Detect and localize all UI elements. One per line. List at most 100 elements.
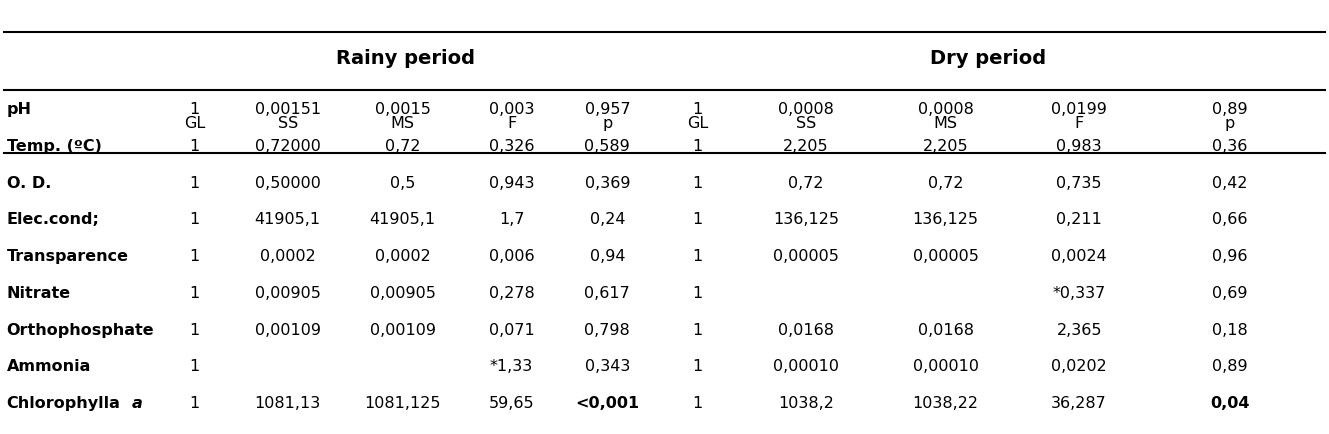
Text: p: p: [602, 116, 613, 131]
Text: 0,0024: 0,0024: [1051, 249, 1107, 263]
Text: 1: 1: [692, 212, 703, 227]
Text: Temp. (ºC): Temp. (ºC): [7, 138, 101, 154]
Text: 0,957: 0,957: [585, 102, 630, 117]
Text: Dry period: Dry period: [930, 49, 1046, 68]
Text: 0,96: 0,96: [1212, 249, 1248, 263]
Text: 0,00005: 0,00005: [773, 249, 839, 263]
Text: *1,33: *1,33: [490, 358, 533, 374]
Text: MS: MS: [391, 116, 415, 131]
Text: 0,006: 0,006: [489, 249, 534, 263]
Text: 0,72: 0,72: [385, 138, 420, 154]
Text: 0,798: 0,798: [585, 322, 630, 337]
Text: Nitrate: Nitrate: [7, 285, 70, 300]
Text: 0,0168: 0,0168: [917, 322, 974, 337]
Text: 0,18: 0,18: [1212, 322, 1248, 337]
Text: 1,7: 1,7: [498, 212, 525, 227]
Text: p: p: [1225, 116, 1235, 131]
Text: 1081,13: 1081,13: [255, 395, 320, 410]
Text: SS: SS: [278, 116, 298, 131]
Text: pH: pH: [7, 102, 32, 117]
Text: 136,125: 136,125: [773, 212, 839, 227]
Text: F: F: [1075, 116, 1083, 131]
Text: Rainy period: Rainy period: [336, 49, 474, 68]
Text: 0,00010: 0,00010: [773, 358, 839, 374]
Text: 1: 1: [190, 285, 199, 300]
Text: 1: 1: [692, 395, 703, 410]
Text: <0,001: <0,001: [575, 395, 639, 410]
Text: F: F: [508, 116, 516, 131]
Text: 1081,125: 1081,125: [364, 395, 441, 410]
Text: 0,326: 0,326: [489, 138, 534, 154]
Text: 0,72: 0,72: [788, 175, 824, 190]
Text: 0,69: 0,69: [1212, 285, 1248, 300]
Text: 0,42: 0,42: [1212, 175, 1248, 190]
Text: 0,589: 0,589: [585, 138, 630, 154]
Text: 0,0015: 0,0015: [375, 102, 431, 117]
Text: GL: GL: [687, 116, 708, 131]
Text: 0,617: 0,617: [585, 285, 630, 300]
Text: 0,278: 0,278: [489, 285, 534, 300]
Text: 0,0008: 0,0008: [777, 102, 835, 117]
Text: 0,943: 0,943: [489, 175, 534, 190]
Text: 0,50000: 0,50000: [255, 175, 320, 190]
Text: 0,211: 0,211: [1057, 212, 1102, 227]
Text: 0,0002: 0,0002: [260, 249, 315, 263]
Text: O. D.: O. D.: [7, 175, 51, 190]
Text: 0,94: 0,94: [590, 249, 625, 263]
Text: 0,369: 0,369: [585, 175, 630, 190]
Text: 0,00905: 0,00905: [369, 285, 436, 300]
Text: 0,36: 0,36: [1212, 138, 1248, 154]
Text: 0,89: 0,89: [1212, 358, 1248, 374]
Text: SS: SS: [796, 116, 816, 131]
Text: 41905,1: 41905,1: [255, 212, 320, 227]
Text: 0,00905: 0,00905: [255, 285, 320, 300]
Text: 0,003: 0,003: [489, 102, 534, 117]
Text: a: a: [132, 395, 142, 410]
Text: 1: 1: [190, 175, 199, 190]
Text: 0,0199: 0,0199: [1051, 102, 1107, 117]
Text: 1: 1: [190, 138, 199, 154]
Text: 0,72000: 0,72000: [255, 138, 320, 154]
Text: 1: 1: [692, 175, 703, 190]
Text: 0,983: 0,983: [1057, 138, 1102, 154]
Text: Chlorophylla: Chlorophylla: [7, 395, 121, 410]
Text: 0,04: 0,04: [1211, 395, 1249, 410]
Text: 2,205: 2,205: [783, 138, 829, 154]
Text: Ammonia: Ammonia: [7, 358, 90, 374]
Text: 1: 1: [692, 138, 703, 154]
Text: 0,0002: 0,0002: [375, 249, 431, 263]
Text: 0,343: 0,343: [585, 358, 630, 374]
Text: 36,287: 36,287: [1051, 395, 1107, 410]
Text: Elec.cond;: Elec.cond;: [7, 212, 100, 227]
Text: 1: 1: [190, 358, 199, 374]
Text: GL: GL: [185, 116, 205, 131]
Text: 136,125: 136,125: [913, 212, 978, 227]
Text: 0,5: 0,5: [389, 175, 416, 190]
Text: 2,365: 2,365: [1057, 322, 1102, 337]
Text: 0,0168: 0,0168: [777, 322, 835, 337]
Text: 1038,2: 1038,2: [777, 395, 835, 410]
Text: Transparence: Transparence: [7, 249, 129, 263]
Text: 0,071: 0,071: [489, 322, 534, 337]
Text: 0,00109: 0,00109: [369, 322, 436, 337]
Text: 59,65: 59,65: [489, 395, 534, 410]
Text: 41905,1: 41905,1: [369, 212, 436, 227]
Text: *0,337: *0,337: [1053, 285, 1106, 300]
Text: 0,0202: 0,0202: [1051, 358, 1107, 374]
Text: 0,00109: 0,00109: [255, 322, 320, 337]
Text: MS: MS: [933, 116, 958, 131]
Text: 1: 1: [692, 249, 703, 263]
Text: 0,24: 0,24: [590, 212, 625, 227]
Text: 1: 1: [190, 395, 199, 410]
Text: 0,66: 0,66: [1212, 212, 1248, 227]
Text: 1: 1: [692, 358, 703, 374]
Text: 0,735: 0,735: [1057, 175, 1102, 190]
Text: 1: 1: [190, 102, 199, 117]
Text: 1: 1: [190, 212, 199, 227]
Text: 0,00151: 0,00151: [255, 102, 320, 117]
Text: 2,205: 2,205: [922, 138, 969, 154]
Text: 1: 1: [692, 102, 703, 117]
Text: 0,00010: 0,00010: [913, 358, 978, 374]
Text: 0,72: 0,72: [928, 175, 964, 190]
Text: 1038,22: 1038,22: [913, 395, 978, 410]
